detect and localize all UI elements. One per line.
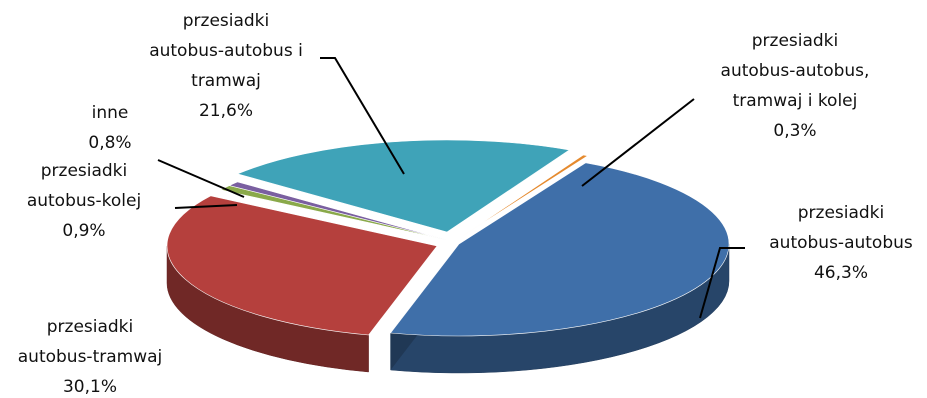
slice-percent-2: 0,9%: [62, 221, 105, 241]
slice-percent-4: 21,6%: [199, 101, 253, 121]
pie-slice-1: [166, 195, 438, 336]
slice-name-line-3-0: inne: [92, 103, 129, 123]
pie-slice-0: [390, 162, 730, 337]
pie-slice-4: [236, 139, 571, 233]
slice-name-line-0-1: autobus-autobus: [769, 233, 913, 253]
slice-label-1: przesiadki autobus-tramwaj 30,1%: [18, 317, 163, 394]
slice-name-line-4-1: autobus-autobus i: [149, 41, 303, 61]
leader-line-2: [174, 204, 238, 209]
slice-percent-5: 0,3%: [773, 121, 816, 141]
slice-name-line-5-2: tramwaj i kolej: [733, 91, 858, 111]
slice-name-line-2-1: autobus-kolej: [27, 191, 141, 211]
slice-name-line-4-2: tramwaj: [191, 71, 261, 91]
slice-label-5: przesiadki autobus-autobus, tramwaj i kole…: [721, 31, 870, 141]
slice-label-2: przesiadki autobus-kolej 0,9%: [27, 161, 141, 241]
slice-name-line-4-0: przesiadki: [183, 11, 270, 31]
leader-line-0: [699, 247, 745, 319]
slice-percent-1: 30,1%: [63, 377, 117, 394]
slice-percent-0: 46,3%: [814, 263, 868, 283]
pie-slice-5: [460, 154, 589, 238]
slice-name-line-2-0: przesiadki: [41, 161, 128, 181]
leader-line-5: [581, 98, 695, 187]
leader-line-4: [320, 57, 405, 175]
slice-percent-3: 0,8%: [88, 133, 131, 153]
slice-label-0: przesiadki autobus-autobus 46,3%: [769, 203, 913, 283]
slice-name-line-0-0: przesiadki: [798, 203, 885, 223]
slice-name-line-5-0: przesiadki: [752, 31, 839, 51]
slice-name-line-1-0: przesiadki: [47, 317, 134, 337]
slice-label-4: przesiadki autobus-autobus i tramwaj 21,6%: [149, 11, 303, 121]
leader-line-3: [157, 159, 245, 198]
slice-label-3: inne 0,8%: [88, 103, 131, 153]
pie-slice-3: [228, 181, 448, 241]
slice-name-line-1-1: autobus-tramwaj: [18, 347, 163, 367]
slice-name-line-5-1: autobus-autobus,: [721, 61, 870, 81]
